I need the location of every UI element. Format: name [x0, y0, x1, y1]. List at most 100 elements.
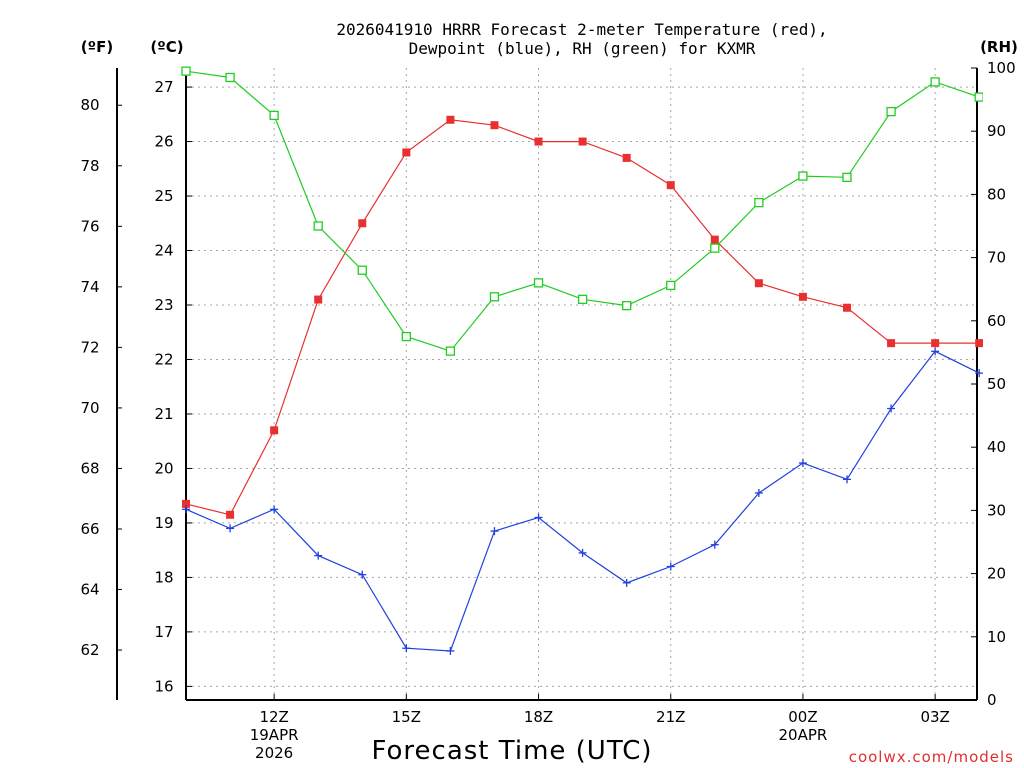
rh-point	[754, 197, 764, 208]
rh-point	[577, 294, 588, 304]
series-layer	[181, 66, 983, 655]
rh-point	[710, 243, 720, 253]
dewpoint-point	[843, 475, 852, 484]
celsius-tick-label: 27	[154, 78, 173, 96]
fahrenheit-tick-label: 66	[80, 520, 99, 538]
temperature-point	[182, 499, 190, 508]
temperature-point	[270, 426, 279, 435]
dewpoint-point	[490, 527, 499, 536]
rh-tick-label: 30	[987, 501, 1006, 519]
fahrenheit-tick-label: 78	[80, 157, 99, 175]
series-rh	[181, 66, 983, 356]
rh-point	[445, 346, 456, 356]
rh-point	[225, 72, 235, 83]
dewpoint-point	[931, 347, 940, 356]
rh-tick-label: 70	[987, 249, 1006, 267]
rh-point	[489, 292, 500, 302]
series-dewpoint	[182, 347, 983, 655]
dewpoint-point	[270, 505, 279, 514]
dewpoint-point	[666, 562, 675, 571]
celsius-tick-label: 19	[154, 514, 173, 532]
rh-point	[930, 77, 940, 87]
rh-unit-label: (RH)	[980, 38, 1018, 56]
rh-tick-label: 40	[987, 438, 1006, 456]
temperature-point	[887, 339, 896, 348]
rh-point	[269, 110, 279, 121]
x-tick-label: 12Z	[259, 708, 288, 726]
fahrenheit-tick-label: 64	[80, 581, 99, 599]
fahrenheit-tick-label: 72	[80, 338, 99, 356]
ticks-layer: 62 64 66 68 70 72 74 76 78 80 16 17 18 19 20 21 22 23 24 25…	[80, 59, 1015, 762]
x-tick-label: 00Z	[788, 708, 817, 726]
rh-point	[533, 278, 544, 288]
rh-point	[401, 331, 411, 342]
rh-tick-label: 100	[987, 59, 1016, 77]
temperature-point	[798, 292, 807, 301]
celsius-tick-label: 26	[154, 133, 173, 151]
dewpoint-line	[185, 350, 980, 652]
rh-point	[357, 265, 367, 275]
rh-tick-label: 90	[987, 122, 1006, 140]
celsius-tick-label: 22	[154, 350, 173, 368]
temperature-point	[931, 339, 940, 348]
x-tick-label: 03Z	[920, 708, 949, 726]
temperature-point	[578, 137, 587, 146]
dewpoint-point	[182, 505, 190, 514]
temperature-point	[754, 279, 763, 288]
rh-point	[181, 66, 191, 76]
temperature-point	[843, 303, 852, 312]
chart-title-line-2: Dewpoint (blue), RH (green) for KXMR	[409, 39, 756, 58]
celsius-tick-label: 24	[154, 242, 173, 260]
celsius-tick-label: 18	[154, 568, 173, 586]
rh-line	[185, 70, 980, 352]
rh-tick-label: 10	[987, 628, 1006, 646]
x-tick-label: 15Z	[392, 708, 421, 726]
temperature-point	[666, 181, 675, 190]
rh-point	[798, 171, 808, 181]
rh-point	[886, 106, 896, 117]
x-tick-label: 20APR	[779, 726, 828, 744]
temperature-point	[314, 295, 323, 304]
temperature-point	[710, 235, 719, 244]
temperature-point	[226, 510, 235, 519]
temperature-point	[402, 148, 411, 157]
dewpoint-point	[314, 551, 323, 560]
axes-layer	[116, 68, 978, 701]
rh-point	[313, 221, 323, 231]
dewpoint-point	[534, 513, 543, 522]
credit-text: coolwx.com/models	[849, 748, 1014, 766]
fahrenheit-tick-label: 80	[80, 96, 99, 114]
rh-tick-label: 20	[987, 565, 1006, 583]
fahrenheit-tick-label: 70	[80, 399, 99, 417]
dewpoint-point	[358, 570, 367, 579]
fahrenheit-tick-label: 68	[80, 459, 99, 477]
dewpoint-point	[798, 459, 807, 467]
rh-tick-label: 0	[987, 691, 997, 709]
celsius-tick-label: 17	[154, 623, 173, 641]
fahrenheit-tick-label: 76	[80, 217, 99, 235]
x-tick-label: 18Z	[524, 708, 553, 726]
dewpoint-point	[578, 548, 587, 557]
temperature-point	[534, 137, 543, 146]
celsius-tick-label: 25	[154, 187, 173, 205]
rh-point	[842, 172, 852, 182]
fahrenheit-unit-label: (ºF)	[81, 38, 113, 56]
rh-tick-label: 50	[987, 375, 1006, 393]
x-tick-label: 21Z	[656, 708, 685, 726]
dewpoint-point	[226, 524, 235, 533]
dewpoint-point	[887, 404, 896, 413]
x-axis-title: Forecast Time (UTC)	[371, 736, 652, 766]
temperature-point	[446, 115, 455, 124]
celsius-tick-label: 20	[154, 459, 173, 477]
rh-point	[622, 300, 632, 311]
series-temperature	[182, 115, 983, 519]
temperature-point	[490, 121, 499, 130]
rh-point	[666, 280, 676, 291]
fahrenheit-tick-label: 74	[80, 278, 99, 296]
celsius-tick-label: 23	[154, 296, 173, 314]
chart-title-line-1: 2026041910 HRRR Forecast 2-meter Tempera…	[336, 20, 827, 39]
grid-layer	[186, 68, 977, 700]
celsius-tick-label: 16	[154, 677, 173, 695]
rh-tick-label: 60	[987, 312, 1006, 330]
